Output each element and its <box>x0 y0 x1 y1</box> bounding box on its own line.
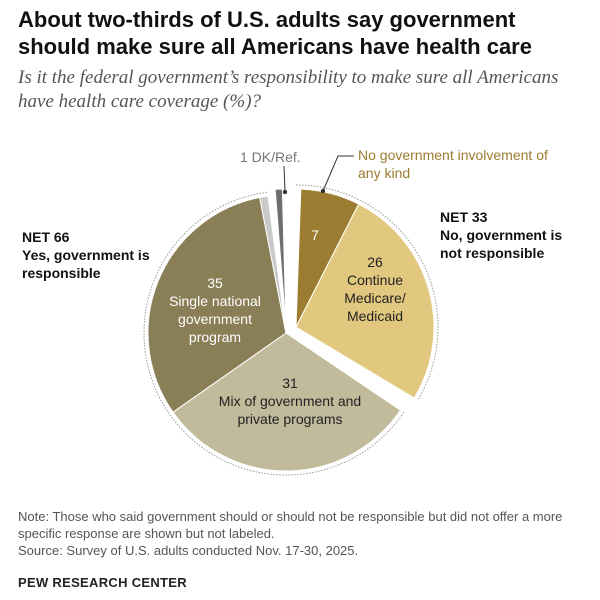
slice-label-7: 7 <box>311 227 319 243</box>
dk-label: 1 DK/Ref. <box>240 149 301 165</box>
chart-title: About two-thirds of U.S. adults say gove… <box>18 7 532 59</box>
pie-slice-mix <box>172 332 402 472</box>
net-no-value: NET 33 <box>440 209 488 225</box>
group-outline-yes <box>143 191 405 476</box>
source-text: Source: Survey of U.S. adults conducted … <box>18 543 359 558</box>
pie-slice-yes_unspecified <box>259 195 287 334</box>
slice-text-35: Single national government program <box>169 293 261 345</box>
note-text: Note: Those who said government should o… <box>18 509 563 541</box>
notes: Note: Those who said government should o… <box>18 508 588 559</box>
net-no-text: No, government is not responsible <box>440 227 563 261</box>
dk-leader-line-dot <box>282 189 288 195</box>
brand-logo: PEW RESEARCH CENTER <box>18 575 187 590</box>
slice-text-26: Continue Medicare/ Medicaid <box>344 272 406 324</box>
no-involvement-callout: No government involvement of any kind <box>358 147 548 181</box>
net-yes-value: NET 66 <box>22 229 70 245</box>
group-outline-no <box>295 184 439 401</box>
chart-subtitle: Is it the federal government’s responsib… <box>18 67 559 112</box>
slice-value-31: 31 <box>282 375 298 391</box>
no-involvement-leader-line-dot <box>320 188 326 194</box>
dk-leader-line <box>283 165 286 193</box>
slice-value-35: 35 <box>207 275 223 291</box>
net-yes-text: Yes, government is responsible <box>22 247 150 281</box>
no-involvement-leader-line <box>322 155 354 192</box>
pie-slice-dk <box>274 188 287 328</box>
slice-label-31: 31 Mix of government and private program… <box>215 374 365 428</box>
slice-text-31: Mix of government and private programs <box>218 393 362 427</box>
slice-value-26: 26 <box>367 254 383 270</box>
net-no-label: NET 33 No, government is not responsible <box>440 208 570 262</box>
pie-slice-single <box>147 196 287 413</box>
slice-label-26: 26 Continue Medicare/ Medicaid <box>325 253 425 325</box>
net-yes-label: NET 66 Yes, government is responsible <box>22 228 152 282</box>
slice-label-35: 35 Single national government program <box>160 274 270 346</box>
pie-slice-continue <box>295 203 435 399</box>
